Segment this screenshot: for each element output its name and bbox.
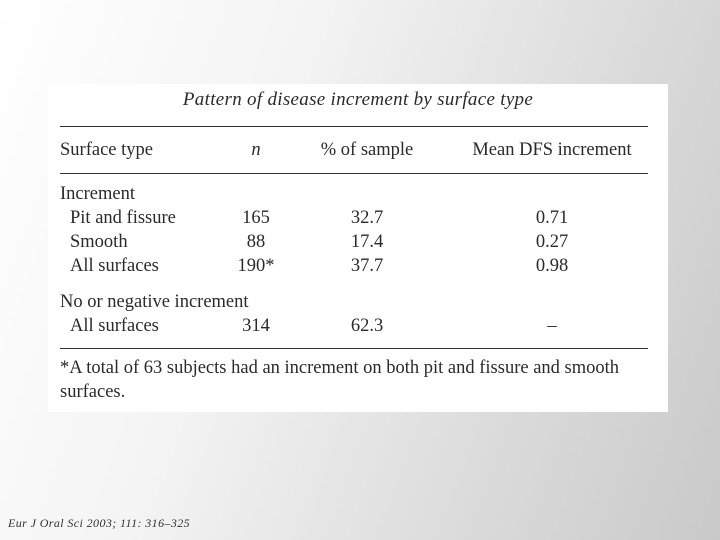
row-percent: 17.4 xyxy=(350,232,384,252)
header-n: n xyxy=(251,140,261,160)
row-n: 314 xyxy=(242,316,270,336)
table-footnote: *A total of 63 subjects had an increment… xyxy=(60,358,620,402)
row-n: 165 xyxy=(242,208,270,228)
row-type: All surfaces xyxy=(70,316,159,336)
group-label-no-increment: No or negative increment xyxy=(60,292,249,312)
row-type: Smooth xyxy=(70,232,128,252)
row-percent: 62.3 xyxy=(350,316,384,336)
row-dfs: 0.71 xyxy=(535,208,569,228)
citation: Eur J Oral Sci 2003; 111: 316–325 xyxy=(8,516,191,530)
row-type: Pit and fissure xyxy=(70,208,176,228)
data-table: Pattern of disease increment by surface … xyxy=(48,84,668,412)
row-percent: 37.7 xyxy=(350,256,384,276)
group-label-increment: Increment xyxy=(60,184,135,204)
row-percent: 32.7 xyxy=(350,208,384,228)
top-rule xyxy=(60,126,648,127)
row-dfs: – xyxy=(547,316,557,336)
bottom-rule xyxy=(60,348,648,349)
row-type: All surfaces xyxy=(70,256,159,276)
row-n: 190* xyxy=(237,256,275,276)
header-mean-dfs: Mean DFS increment xyxy=(472,140,632,160)
row-dfs: 0.98 xyxy=(535,256,569,276)
header-surface-type: Surface type xyxy=(60,140,153,160)
table-title: Pattern of disease increment by surface … xyxy=(182,89,534,110)
header-rule xyxy=(60,173,648,174)
row-n: 88 xyxy=(246,232,266,252)
header-percent: % of sample xyxy=(320,140,414,160)
row-dfs: 0.27 xyxy=(535,232,569,252)
